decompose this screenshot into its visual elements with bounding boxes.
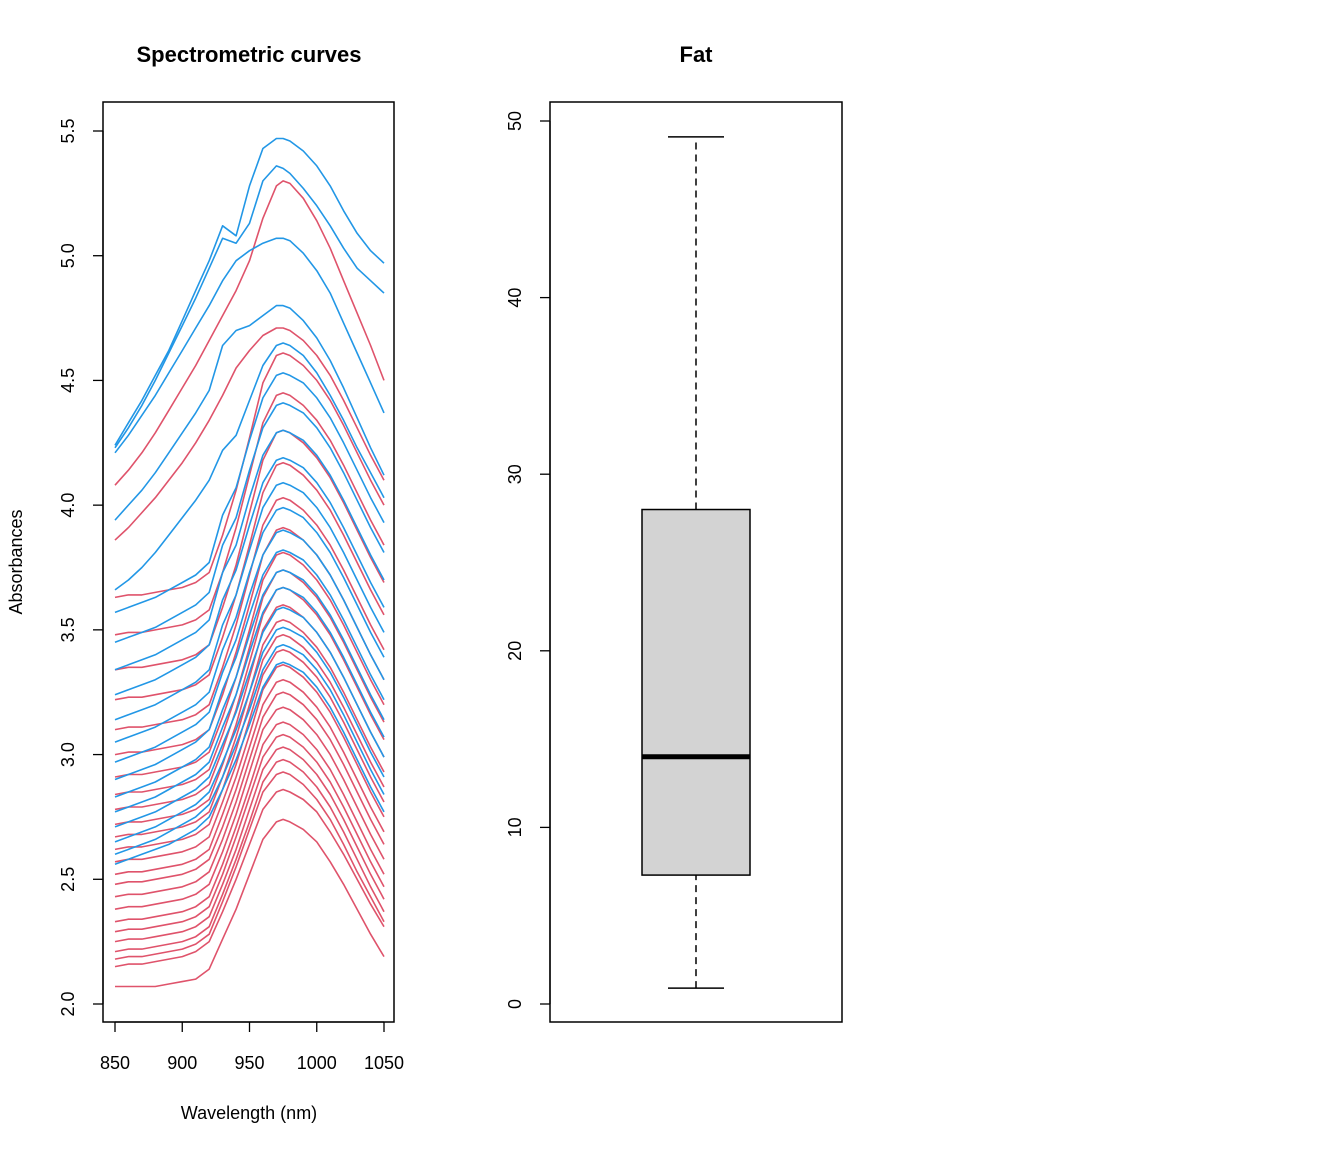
spectrum-curve-low bbox=[114, 758, 385, 953]
spectrum-curve-low bbox=[114, 619, 385, 838]
spectrum-curve-high bbox=[114, 661, 385, 866]
spectra-y-axis: 2.0 2.5 3.0 3.5 4.0 4.5 5.0 5.5 bbox=[58, 118, 104, 1017]
spectrum-curve-low bbox=[114, 788, 385, 968]
spectrum-curve-low bbox=[114, 664, 385, 876]
fat-y-tick-label: 20 bbox=[505, 641, 525, 661]
spectrum-curve-high bbox=[114, 644, 385, 856]
x-tick-label: 850 bbox=[100, 1053, 130, 1073]
spectrum-curve-low bbox=[114, 461, 385, 701]
fat-y-tick-label: 50 bbox=[505, 111, 525, 131]
x-tick-label: 950 bbox=[234, 1053, 264, 1073]
spectrum-curve-high bbox=[114, 402, 385, 644]
spectrum-curve-high bbox=[114, 606, 385, 828]
spectrum-curve-high bbox=[114, 506, 385, 743]
spectrum-curve-high bbox=[114, 626, 385, 843]
spectrum-curve-low bbox=[114, 429, 385, 671]
fat-y-tick-label: 0 bbox=[505, 999, 525, 1009]
spectrum-curve-low bbox=[114, 691, 385, 898]
spectrum-curve-high bbox=[114, 569, 385, 798]
spectrum-curve-high bbox=[114, 237, 385, 454]
y-tick-label: 2.0 bbox=[58, 991, 78, 1016]
spectrum-curve-low bbox=[114, 771, 385, 960]
y-tick-label: 2.5 bbox=[58, 867, 78, 892]
spectrum-curve-high bbox=[114, 342, 385, 591]
y-tick-label: 5.5 bbox=[58, 118, 78, 143]
spectrum-curve-low bbox=[114, 721, 385, 923]
fat-boxplot bbox=[641, 136, 751, 989]
box-iqr bbox=[641, 508, 751, 876]
x-tick-label: 1050 bbox=[364, 1053, 404, 1073]
spectrum-curve-low bbox=[115, 818, 385, 988]
spectra-panel: Spectrometric curves 850 900 950 1000 1050 2… bbox=[6, 42, 404, 1123]
spectrum-curve-high bbox=[114, 481, 385, 721]
spectra-title: Spectrometric curves bbox=[137, 42, 362, 67]
spectrum-curve-low bbox=[114, 634, 385, 851]
y-tick-label: 3.5 bbox=[58, 617, 78, 642]
fat-y-tick-label: 30 bbox=[505, 464, 525, 484]
spectrum-curve-low bbox=[114, 551, 385, 778]
spectrum-curve-high bbox=[114, 549, 385, 781]
spectrum-curve-low bbox=[114, 649, 385, 863]
y-tick-label: 3.0 bbox=[58, 742, 78, 767]
y-tick-label: 5.0 bbox=[58, 243, 78, 268]
spectrum-curve-low bbox=[114, 586, 385, 811]
fat-y-tick-label: 10 bbox=[505, 817, 525, 837]
spectra-lines bbox=[114, 137, 385, 988]
spectrum-curve-low bbox=[114, 569, 385, 796]
fat-y-tick-label: 40 bbox=[505, 288, 525, 308]
spectrum-curve-low bbox=[114, 733, 385, 933]
spectrum-curve-low bbox=[114, 180, 385, 486]
spectrum-curve-high bbox=[114, 304, 385, 521]
spectra-x-label: Wavelength (nm) bbox=[181, 1103, 317, 1123]
spectrum-curve-high bbox=[114, 586, 385, 813]
spectrum-curve-low bbox=[114, 327, 385, 541]
x-tick-label: 1000 bbox=[297, 1053, 337, 1073]
spectrum-curve-high bbox=[114, 372, 385, 614]
spectra-y-label: Absorbances bbox=[6, 509, 26, 614]
fat-y-axis: 0 10 20 30 40 50 bbox=[505, 111, 551, 1009]
fat-panel: Fat 0 10 20 30 40 50 bbox=[505, 42, 843, 1023]
spectrum-curve-high bbox=[114, 165, 385, 449]
spectrum-curve-low bbox=[114, 352, 385, 599]
spectrum-curve-low bbox=[114, 746, 385, 943]
spectrum-curve-low bbox=[114, 678, 385, 886]
spectrum-curve-high bbox=[114, 137, 385, 446]
x-tick-label: 900 bbox=[167, 1053, 197, 1073]
spectrum-curve-low bbox=[114, 706, 385, 910]
spectrum-curve-high bbox=[114, 529, 385, 763]
fat-title: Fat bbox=[680, 42, 714, 67]
spectrum-curve-high bbox=[114, 429, 385, 671]
y-tick-label: 4.0 bbox=[58, 493, 78, 518]
y-tick-label: 4.5 bbox=[58, 368, 78, 393]
spectra-x-axis: 850 900 950 1000 1050 bbox=[100, 1021, 404, 1073]
spectrum-curve-high bbox=[114, 457, 385, 696]
